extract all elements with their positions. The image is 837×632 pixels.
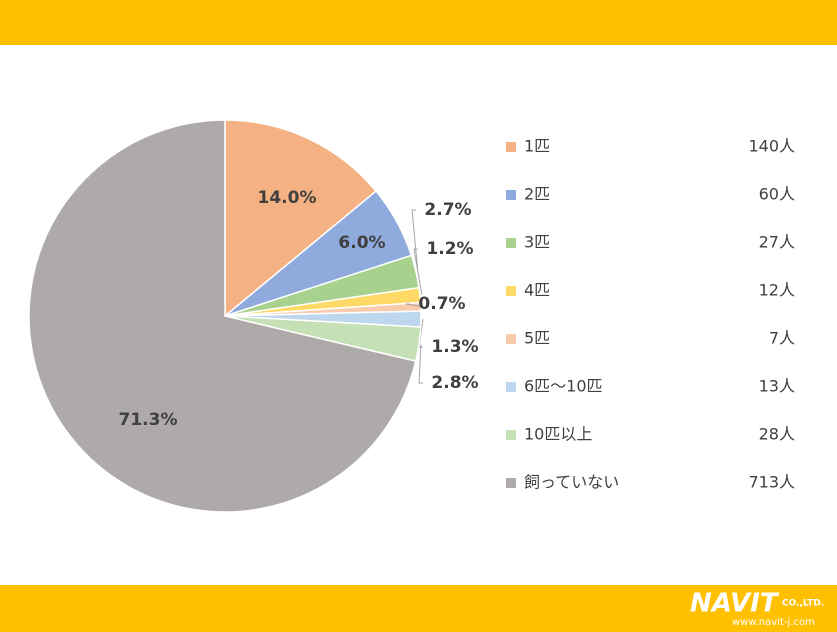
leader-line bbox=[411, 209, 419, 272]
leader-line bbox=[413, 248, 423, 295]
data-label: 14.0% bbox=[258, 188, 317, 208]
legend-marker bbox=[506, 190, 516, 200]
legend-marker bbox=[506, 238, 516, 248]
legend-label: 10匹以上 bbox=[524, 425, 592, 444]
data-label: 1.3% bbox=[431, 337, 478, 357]
legend-label: 1匹 bbox=[524, 137, 550, 156]
legend-count: 60人 bbox=[759, 185, 795, 204]
legend-count: 140人 bbox=[748, 137, 795, 156]
legend-marker bbox=[506, 382, 516, 392]
data-label: 2.7% bbox=[424, 200, 471, 220]
legend-marker bbox=[506, 430, 516, 440]
legend-label: 2匹 bbox=[524, 185, 550, 204]
legend-label: 3匹 bbox=[524, 233, 550, 252]
data-label: 6.0% bbox=[338, 233, 385, 253]
bottom-bar bbox=[0, 585, 837, 632]
legend-marker bbox=[506, 334, 516, 344]
pie-slice bbox=[224, 119, 378, 318]
data-label: 1.2% bbox=[426, 239, 473, 259]
top-bar bbox=[0, 0, 837, 45]
legend-marker bbox=[506, 286, 516, 296]
data-label: 0.7% bbox=[418, 294, 465, 314]
legend-marker bbox=[506, 478, 516, 488]
url: www.navit-j.com bbox=[732, 617, 815, 628]
legend-label: 4匹 bbox=[524, 281, 550, 300]
legend-count: 27人 bbox=[759, 233, 795, 252]
legend-count: 13人 bbox=[759, 377, 795, 396]
legend-label: 6匹～10匹 bbox=[524, 377, 603, 396]
legend-count: 713人 bbox=[748, 473, 795, 492]
legend-marker bbox=[506, 142, 516, 152]
leader-line bbox=[418, 344, 423, 384]
legend-label: 5匹 bbox=[524, 329, 550, 348]
data-label: 2.8% bbox=[431, 373, 478, 393]
leader-line bbox=[405, 303, 423, 308]
logo: NAVIT bbox=[690, 589, 780, 619]
legend-count: 28人 bbox=[759, 425, 795, 444]
pie-slice bbox=[28, 119, 417, 513]
data-label: 71.3% bbox=[119, 410, 178, 430]
legend-label: 飼っていない bbox=[524, 473, 619, 492]
legend-count: 12人 bbox=[759, 281, 795, 300]
chart: 14.0% 6.0% 2.7% 1.2% 0.7% 1.3% 2.8% 71.3% 1匹 140人… bbox=[28, 119, 795, 513]
legend-count: 7人 bbox=[769, 329, 795, 348]
company: CO.,LTD. bbox=[782, 599, 824, 609]
